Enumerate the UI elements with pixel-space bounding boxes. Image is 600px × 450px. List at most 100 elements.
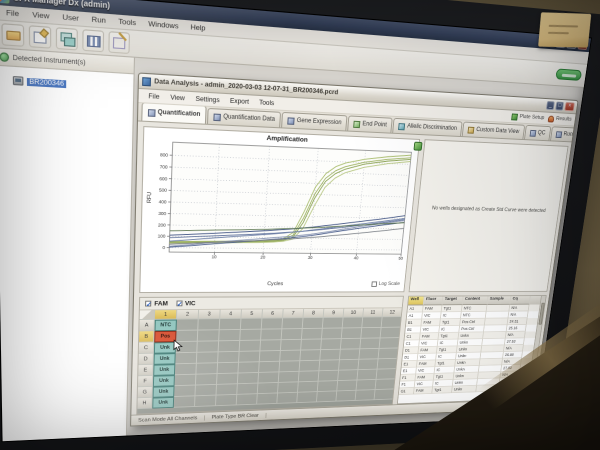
plate-well-G1[interactable]: Unk	[152, 386, 175, 398]
menu-item-view[interactable]: View	[32, 10, 50, 21]
analysis-maximize-icon[interactable]: □	[555, 101, 564, 111]
plate-col-header-1[interactable]: 1	[154, 310, 178, 320]
analysis-minimize-icon[interactable]: _	[545, 101, 555, 111]
plate-well-E8[interactable]	[299, 360, 321, 372]
tab-quantification[interactable]: Quantification	[141, 103, 208, 124]
plate-well-F11[interactable]	[357, 369, 378, 381]
plate-col-header-3[interactable]: 3	[198, 309, 221, 320]
analysis-menu-item-file[interactable]: File	[148, 92, 160, 101]
plate-well-A12[interactable]	[381, 317, 402, 328]
menu-item-tools[interactable]: Tools	[118, 17, 137, 27]
open-file-icon[interactable]	[1, 23, 25, 47]
tab-qc[interactable]: QC	[524, 124, 552, 141]
menu-item-help[interactable]: Help	[190, 23, 206, 33]
plate-well-H11[interactable]	[355, 389, 376, 401]
plate-col-header-12[interactable]: 12	[382, 308, 402, 318]
plate-well-C6[interactable]	[260, 340, 282, 352]
plate-col-header-10[interactable]: 10	[343, 308, 364, 318]
plate-well-E12[interactable]	[377, 358, 398, 370]
plate-well-H4[interactable]	[215, 394, 238, 407]
plate-well-E11[interactable]	[358, 359, 379, 371]
plate-well-A4[interactable]	[219, 318, 242, 331]
plate-well-E3[interactable]	[196, 363, 219, 375]
plate-row-header-F[interactable]: F	[137, 375, 154, 388]
plate-select-all[interactable]	[139, 310, 156, 320]
plate-well-H9[interactable]	[316, 391, 338, 403]
plate-well-A1[interactable]: NTC	[154, 319, 177, 332]
plate-well-F8[interactable]	[298, 371, 320, 383]
plate-well-B6[interactable]	[261, 329, 283, 341]
plate-well-E7[interactable]	[279, 361, 301, 373]
plate-well-C8[interactable]	[301, 339, 322, 351]
analysis-menu-item-settings[interactable]: Settings	[195, 94, 220, 104]
header-button-results[interactable]: Results	[547, 115, 572, 123]
plate-well-F4[interactable]	[216, 373, 239, 385]
plate-col-header-9[interactable]: 9	[323, 308, 345, 318]
plate-well-G5[interactable]	[237, 383, 259, 395]
plate-well-F5[interactable]	[237, 372, 260, 385]
plate-well-H6[interactable]	[257, 393, 278, 405]
plate-well-H2[interactable]	[173, 396, 196, 408]
plate-col-header-5[interactable]: 5	[241, 309, 263, 319]
plate-well-D11[interactable]	[359, 348, 380, 360]
menu-item-user[interactable]: User	[62, 13, 80, 23]
plate-row-header-H[interactable]: H	[137, 397, 153, 410]
plate-well-G6[interactable]	[257, 382, 279, 395]
plate-row-header-C[interactable]: C	[138, 342, 155, 354]
log-scale-checkbox[interactable]	[371, 281, 378, 287]
plate-well-E4[interactable]	[217, 362, 239, 375]
plate-well-D7[interactable]	[280, 350, 302, 362]
plate-well-E1[interactable]: Unk	[153, 364, 176, 376]
plate-setup-icon[interactable]	[28, 25, 52, 49]
plate-well-B10[interactable]	[341, 328, 363, 340]
plate-well-D10[interactable]	[339, 349, 361, 361]
analysis-menu-item-view[interactable]: View	[170, 93, 186, 102]
plate-well-B5[interactable]	[240, 329, 262, 341]
plate-well-F12[interactable]	[376, 369, 397, 380]
plate-well-F6[interactable]	[258, 372, 280, 384]
plate-col-header-7[interactable]: 7	[283, 309, 305, 319]
plate-well-D8[interactable]	[300, 350, 322, 362]
analysis-menu-item-export[interactable]: Export	[229, 96, 250, 106]
plate-well-A11[interactable]	[362, 317, 383, 329]
plate-well-H12[interactable]	[374, 389, 395, 401]
plate-well-H1[interactable]: Unk	[152, 396, 175, 409]
plate-well-C7[interactable]	[280, 339, 302, 351]
header-button-plate-setup[interactable]: Plate Setup	[511, 113, 545, 122]
plate-well-G7[interactable]	[277, 382, 299, 394]
plate-well-E10[interactable]	[338, 359, 360, 371]
scrollbar-thumb[interactable]	[538, 302, 545, 325]
plate-well-D2[interactable]	[175, 352, 198, 365]
menu-item-file[interactable]: File	[5, 8, 20, 18]
results-header-well[interactable]: Well	[408, 296, 425, 306]
plate-col-header-2[interactable]: 2	[176, 309, 200, 320]
plate-well-H5[interactable]	[236, 394, 258, 406]
results-header-cq[interactable]: Cq	[510, 296, 531, 305]
plate-well-A10[interactable]	[342, 317, 364, 329]
results-header-fluor[interactable]: Fluor	[423, 296, 444, 306]
analysis-menu-item-tools[interactable]: Tools	[258, 98, 275, 107]
plate-well-B3[interactable]	[197, 330, 220, 342]
plate-well-C9[interactable]	[321, 339, 342, 351]
plate-well-D1[interactable]: Unk	[153, 353, 176, 365]
plate-well-F2[interactable]	[174, 374, 197, 387]
plate-well-A7[interactable]	[282, 318, 304, 330]
plate-well-C10[interactable]	[340, 338, 362, 350]
plate-well-G10[interactable]	[337, 380, 358, 392]
results-header-target[interactable]: Target	[442, 296, 464, 306]
plate-well-A3[interactable]	[198, 319, 221, 331]
plate-col-header-4[interactable]: 4	[220, 309, 242, 320]
plate-row-header-A[interactable]: A	[139, 319, 155, 332]
plate-well-F10[interactable]	[338, 370, 359, 382]
plate-well-E2[interactable]	[174, 363, 197, 376]
plate-row-header-E[interactable]: E	[138, 364, 154, 377]
plate-well-G11[interactable]	[356, 379, 377, 391]
plate-well-G3[interactable]	[195, 384, 217, 397]
plate-row-header-G[interactable]: G	[137, 386, 153, 399]
setup-wizard-icon[interactable]	[108, 31, 130, 55]
plate-well-H8[interactable]	[297, 391, 318, 404]
tab-end-point[interactable]: End Point	[347, 115, 394, 133]
results-header-content[interactable]: Content	[462, 296, 489, 306]
plate-well-F9[interactable]	[318, 370, 339, 382]
fluor-toggle-vic[interactable]: VIC	[175, 300, 196, 307]
